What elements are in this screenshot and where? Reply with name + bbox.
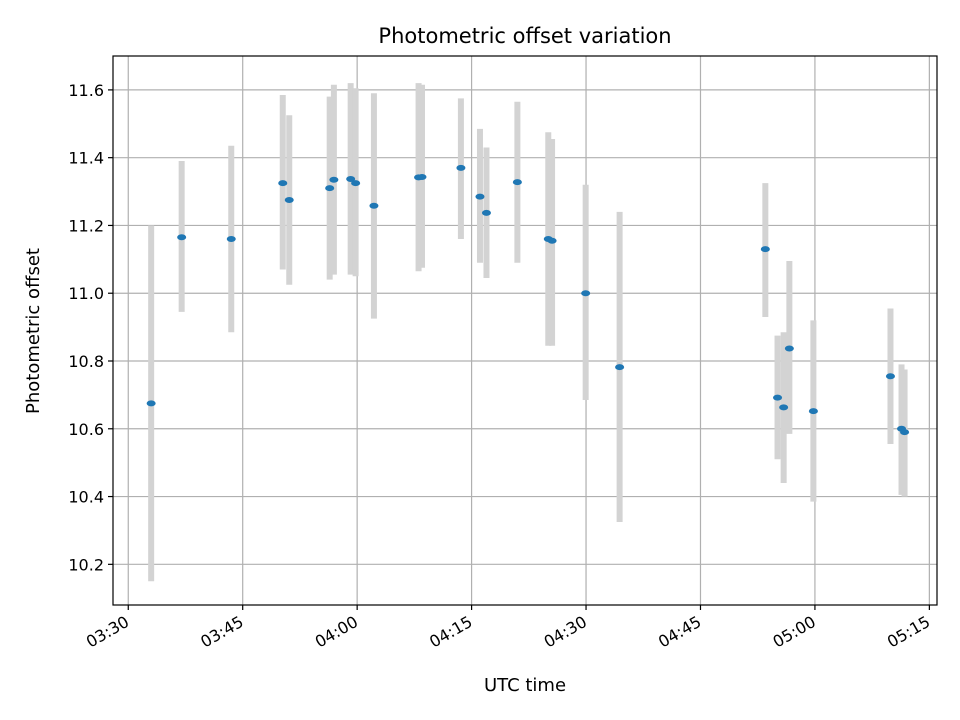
data-point <box>779 404 789 411</box>
data-point <box>226 236 236 242</box>
data-point <box>325 185 335 192</box>
y-tick-label: 10.2 <box>68 555 104 574</box>
data-point <box>417 173 427 180</box>
y-tick-label: 10.4 <box>68 488 104 507</box>
data-point <box>760 246 770 253</box>
data-point <box>351 180 361 187</box>
y-axis-label: Photometric offset <box>23 248 44 414</box>
data-point <box>146 400 156 407</box>
data-point <box>784 345 794 352</box>
data-point <box>885 373 895 380</box>
y-tick-label: 11.6 <box>68 81 104 100</box>
data-point <box>481 209 491 216</box>
data-point <box>369 202 379 209</box>
data-point <box>512 179 522 186</box>
data-point <box>900 429 910 436</box>
data-point <box>808 408 818 415</box>
y-tick-label: 11.2 <box>68 216 104 235</box>
data-points <box>146 164 910 436</box>
data-point <box>773 394 783 401</box>
data-point <box>615 364 625 371</box>
data-point <box>456 164 466 171</box>
data-point <box>329 176 339 183</box>
y-tick-label: 10.6 <box>68 420 104 439</box>
plot-frame <box>112 55 938 606</box>
y-tick-label: 11.4 <box>68 149 104 168</box>
y-axis-ticks: 10.2 10.4 10.6 10.8 11.0 11.2 11.4 11.6 <box>68 81 113 574</box>
x-axis-label: UTC time <box>484 675 566 696</box>
data-point <box>547 237 557 244</box>
data-point <box>346 176 356 183</box>
data-point <box>581 290 591 297</box>
data-point <box>177 234 187 241</box>
y-tick-label: 10.8 <box>68 352 104 371</box>
data-point <box>278 180 288 187</box>
data-point <box>475 193 485 200</box>
y-tick-label: 11.0 <box>68 284 104 303</box>
chart-title: Photometric offset variation <box>378 24 671 48</box>
data-point <box>284 197 294 204</box>
